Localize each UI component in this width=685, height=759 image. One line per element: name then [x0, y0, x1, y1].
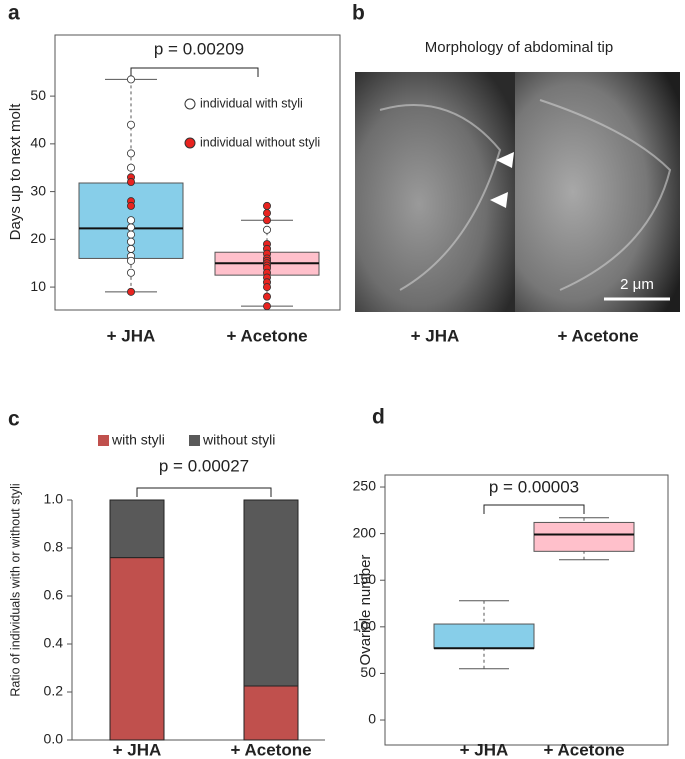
panel-letter: c — [8, 408, 20, 431]
x-tick-label: + Acetone — [230, 740, 311, 759]
y-tick-label: 40 — [30, 135, 46, 151]
point — [127, 237, 136, 246]
point — [127, 75, 136, 84]
y-tick-label: 0.2 — [44, 683, 64, 699]
image-label: + Acetone — [557, 326, 638, 345]
panel-letter: d — [372, 406, 385, 429]
panel-letter: b — [352, 2, 365, 25]
point — [127, 268, 136, 277]
point — [127, 216, 136, 225]
y-tick-label: 0.0 — [44, 731, 64, 747]
y-tick-label: 20 — [30, 230, 46, 246]
point — [127, 256, 136, 265]
legend-marker — [184, 137, 196, 149]
image-label: + JHA — [411, 326, 460, 345]
point — [127, 120, 136, 129]
point — [127, 223, 136, 232]
box — [433, 623, 535, 649]
point — [262, 225, 271, 234]
legend-swatch — [189, 435, 200, 446]
point — [127, 244, 136, 253]
legend-swatch — [98, 435, 109, 446]
point — [127, 201, 136, 210]
legend-label: individual without styli — [200, 135, 320, 149]
bar-segment — [243, 685, 299, 741]
y-tick-label: 30 — [30, 182, 46, 198]
point — [262, 302, 271, 311]
significance-bracket — [136, 487, 272, 497]
point — [127, 149, 136, 158]
micrograph-jha — [355, 72, 515, 312]
point — [127, 163, 136, 172]
point — [262, 283, 271, 292]
image-title: Morphology of abdominal tip — [425, 39, 613, 56]
p-value: p = 0.00027 — [159, 456, 249, 475]
legend-label: with styli — [111, 432, 165, 448]
scale-bar-label: 2 μm — [620, 276, 654, 293]
point — [262, 201, 271, 210]
y-tick-label: 100 — [353, 618, 377, 634]
arrowhead — [496, 152, 514, 168]
y-tick-label: 150 — [353, 571, 377, 587]
y-tick-label: 200 — [353, 524, 377, 540]
y-tick-label: 0.8 — [44, 539, 64, 555]
y-axis-label: Ratio of individuals with or without sty… — [8, 483, 22, 696]
y-tick-label: 1.0 — [44, 491, 64, 507]
x-tick-label: + JHA — [107, 326, 156, 345]
point — [127, 287, 136, 296]
p-value: p = 0.00003 — [489, 477, 579, 496]
micrograph-texture — [379, 99, 672, 291]
x-tick-label: + Acetone — [226, 326, 307, 345]
bar-segment — [109, 557, 165, 741]
significance-bracket — [130, 67, 259, 77]
legend-marker — [184, 98, 196, 110]
x-tick-label: + JHA — [113, 740, 162, 759]
y-axis-label: Ovariole number — [357, 555, 374, 666]
plot-frame — [384, 474, 669, 746]
legend-label: individual with styli — [200, 96, 303, 110]
y-tick-label: 250 — [353, 478, 377, 494]
point — [262, 292, 271, 301]
y-tick-label: 50 — [30, 87, 46, 103]
legend-label: without styli — [202, 432, 275, 448]
arrowhead — [490, 192, 508, 208]
micrograph-acetone — [515, 72, 680, 312]
plot-frame — [54, 34, 341, 311]
panel-letter: a — [8, 2, 20, 25]
y-tick-label: 0.4 — [44, 635, 64, 651]
bar-segment — [109, 499, 165, 559]
point — [262, 209, 271, 218]
y-tick-label: 10 — [30, 278, 46, 294]
y-tick-label: 50 — [360, 664, 376, 680]
p-value: p = 0.00209 — [154, 39, 244, 58]
x-tick-label: + Acetone — [543, 740, 624, 759]
y-tick-label: 0 — [368, 711, 376, 727]
x-tick-label: + JHA — [460, 740, 509, 759]
y-axis-label: Days up to next molt — [7, 103, 24, 241]
bar-segment — [243, 499, 299, 687]
point — [262, 216, 271, 225]
box — [533, 521, 635, 552]
y-tick-label: 0.6 — [44, 587, 64, 603]
point — [127, 230, 136, 239]
significance-bracket — [483, 504, 585, 514]
point — [127, 178, 136, 187]
